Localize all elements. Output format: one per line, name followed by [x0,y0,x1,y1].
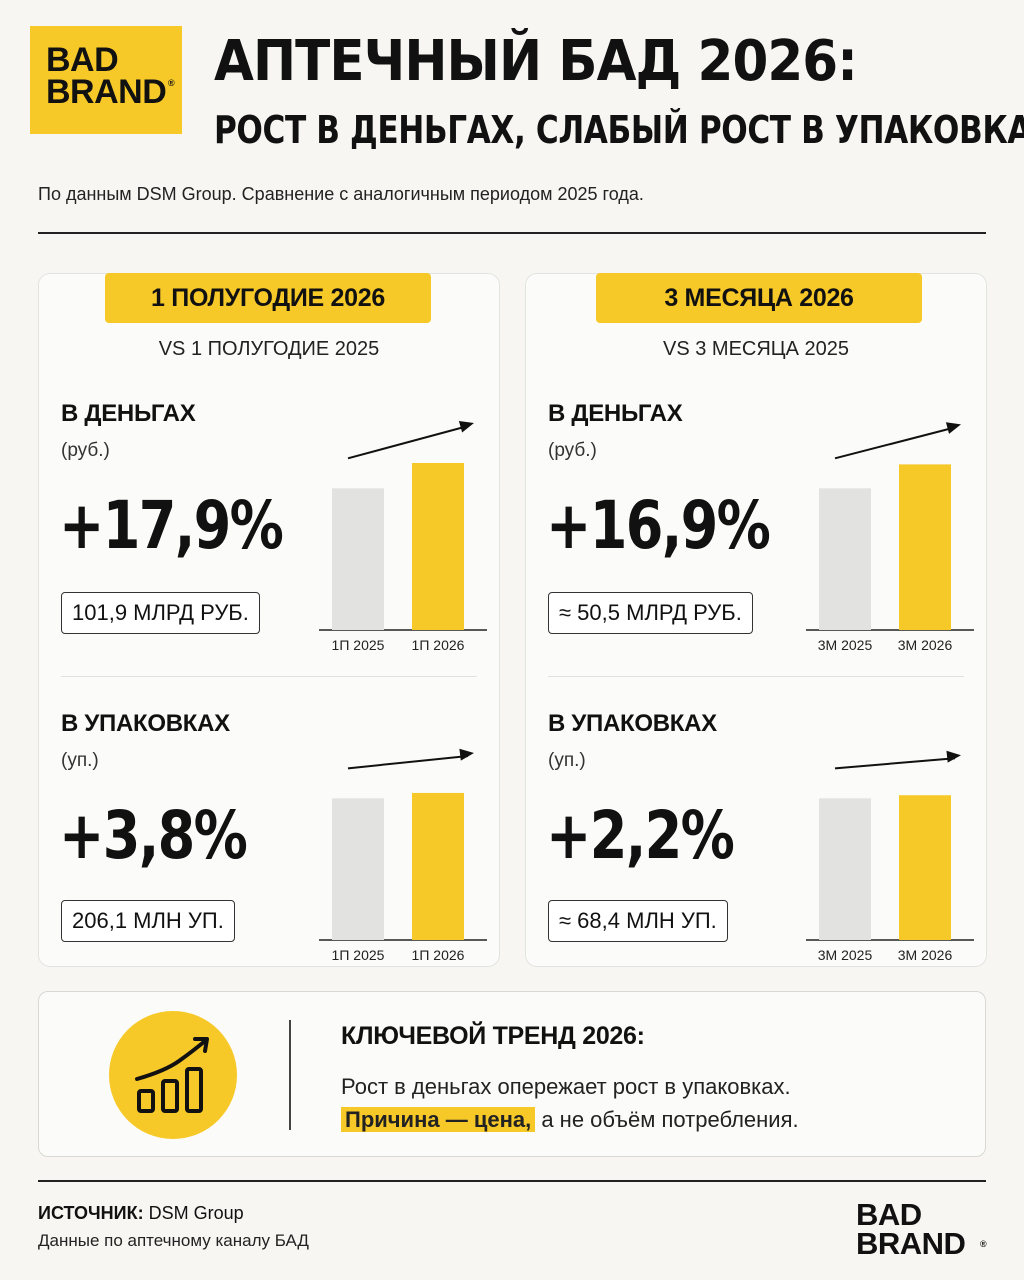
absolute-value: 101,9 МЛРД РУБ. [61,592,260,634]
data-source-note: По данным DSM Group. Сравнение с аналоги… [38,184,644,204]
trend-line-2: а не объём потребления. [535,1107,799,1132]
tick-label: 1П 2025 [332,947,385,963]
footer-divider [38,1180,986,1182]
absolute-value: ≈ 50,5 МЛРД РУБ. [548,592,753,634]
money-section: В ДЕНЬГАХ (руб.) +16,9% ≈ 50,5 МЛРД РУБ.… [526,400,986,700]
bar-2 [412,792,464,940]
footer-source: ИСТОЧНИК: DSM Group [38,1203,244,1224]
section-title: В УПАКОВКАХ [61,710,230,737]
period-badge: 1 ПОЛУГОДИЕ 2026 [105,273,431,323]
tick-label: 1П 2026 [412,947,465,963]
section-unit: (руб.) [61,440,110,461]
bar-2 [412,462,464,630]
section-unit: (руб.) [548,440,597,461]
section-title: В УПАКОВКАХ [548,710,717,737]
money-section: В ДЕНЬГАХ (руб.) +17,9% 101,9 МЛРД РУБ. … [39,400,499,700]
growth-value: +2,2% [546,797,735,874]
trend-title: КЛЮЧЕВОЙ ТРЕНД 2026: [341,1022,645,1050]
trend-arrow-line [347,754,469,770]
bar-chart: 1П 2025 1П 2026 [319,748,487,963]
footer-registered-mark: ® [980,1239,987,1249]
trend-arrow-line [834,757,956,770]
trend-highlight: Причина — цена, [341,1107,536,1132]
bar-chart: 1П 2025 1П 2026 [319,420,487,653]
growth-value: +17,9% [59,487,284,564]
tick-label: 3М 2026 [898,637,953,653]
growth-value: +16,9% [546,487,771,564]
footer-logo: BAD BRAND ® [856,1197,987,1261]
page-subtitle: РОСТ В ДЕНЬГАХ, СЛАБЫЙ РОСТ В УПАКОВКАХ [214,108,1024,152]
packs-section: В УПАКОВКАХ (уп.) +3,8% 206,1 МЛН УП. 1П… [39,710,499,1010]
tick-label: 3М 2025 [818,947,873,963]
section-divider [548,676,964,677]
bar-2 [899,795,951,940]
period-badge: 3 МЕСЯЦА 2026 [596,273,922,323]
comparison-label: VS 1 ПОЛУГОДИЕ 2025 [158,338,380,360]
trend-arrow-head [946,750,961,763]
logo-line-2: BRAND [46,73,167,111]
key-trend-box: КЛЮЧЕВОЙ ТРЕНД 2026: Рост в деньгах опер… [38,991,986,1157]
bar-1 [332,798,384,940]
logo-registered-mark: ® [168,78,175,88]
section-unit: (уп.) [61,750,99,771]
source-value: DSM Group [143,1203,244,1223]
brand-logo: BAD BRAND ® [30,26,182,134]
page-title: АПТЕЧНЫЙ БАД 2026: [214,29,858,94]
packs-section: В УПАКОВКАХ (уп.) +2,2% ≈ 68,4 МЛН УП. 3… [526,710,986,1010]
bar-1 [819,798,871,940]
tick-label: 1П 2026 [412,637,465,653]
section-divider [61,676,477,677]
footer-logo-line-2: BRAND [856,1226,966,1261]
section-title: В ДЕНЬГАХ [61,400,196,427]
panel-three-months: 3 МЕСЯЦА 2026 VS 3 МЕСЯЦА 2025 В ДЕНЬГАХ… [525,273,987,967]
trend-separator [289,1020,291,1130]
header-divider [38,232,986,234]
trend-line-1: Рост в деньгах опережает рост в упаковка… [341,1074,791,1099]
bar-1 [819,488,871,630]
trend-arrow-line [834,426,956,460]
panel-half-year: 1 ПОЛУГОДИЕ 2026 VS 1 ПОЛУГОДИЕ 2025 В Д… [38,273,500,967]
section-unit: (уп.) [548,750,586,771]
trend-arrow-head [459,748,474,761]
footer-logo-line-1: BAD [856,1197,922,1232]
tick-label: 3М 2026 [898,947,953,963]
section-title: В ДЕНЬГАХ [548,400,683,427]
absolute-value: 206,1 МЛН УП. [61,900,235,942]
rising-chart-icon [109,1011,237,1139]
bar-1 [332,488,384,630]
trend-arrow-head [458,420,474,433]
growth-value: +3,8% [59,797,248,874]
absolute-value: ≈ 68,4 МЛН УП. [548,900,728,942]
footer-note: Данные по аптечному каналу БАД [38,1231,309,1250]
tick-label: 3М 2025 [818,637,873,653]
bar-2 [899,464,951,630]
tick-label: 1П 2025 [332,637,385,653]
trend-arrow-line [347,425,469,460]
logo-line-1: BAD [46,41,119,79]
bar-chart: 3М 2025 3М 2026 [806,750,974,963]
bar-chart: 3М 2025 3М 2026 [806,422,974,653]
trend-arrow-head [945,422,961,434]
source-label: ИСТОЧНИК: [38,1203,144,1223]
trend-text: Рост в деньгах опережает рост в упаковка… [341,1070,799,1136]
comparison-label: VS 3 МЕСЯЦА 2025 [663,338,849,360]
